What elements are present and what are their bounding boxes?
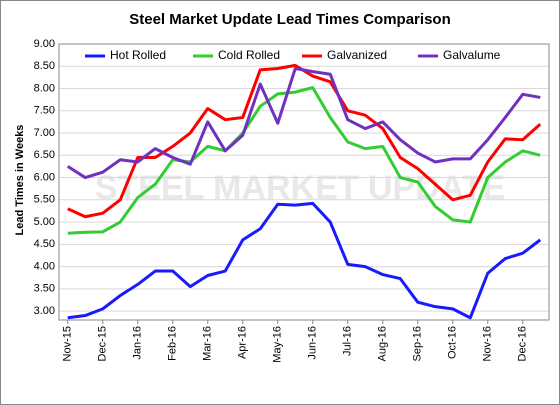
y-tick-label: 4.00 [34,260,55,272]
x-tick-label: Feb-16 [167,326,179,361]
plot-border [58,43,550,321]
x-tick-label: Mar-16 [202,326,214,361]
y-tick-label: 5.50 [34,194,55,206]
series-line [67,86,541,235]
y-tick-label: 8.00 [34,82,55,94]
x-tick-label: Oct-16 [447,326,459,359]
x-tick-label: Sep-16 [412,326,424,361]
y-tick-label: 6.50 [34,149,55,161]
x-tick-label: Nov-16 [482,326,494,361]
y-tick-label: 6.00 [34,171,55,183]
legend-label: Cold Rolled [218,48,280,62]
y-tick-label: 5.00 [34,216,55,228]
series-line [67,201,542,320]
x-tick-label: Jan-16 [132,326,144,360]
y-tick-label: 3.50 [34,283,55,295]
x-tick-label: Dec-15 [97,326,109,361]
y-tick-label: 4.50 [34,238,55,250]
x-tick-label: May-16 [272,326,284,363]
x-tick-label: Jun-16 [307,326,319,360]
chart-title: Steel Market Update Lead Times Compariso… [129,11,450,28]
legend-label: Hot Rolled [110,48,166,62]
y-tick-label: 7.00 [34,127,55,139]
x-tick-label: Nov-15 [62,326,74,361]
y-tick-label: 9.00 [34,38,55,50]
x-tick-label: Jul-16 [342,326,354,356]
y-tick-label: 3.00 [34,305,55,317]
y-tick-label: 8.50 [34,60,55,72]
legend-label: Galvalume [443,48,501,62]
x-tick-label: Apr-16 [237,326,249,359]
legend-label: Galvanized [327,48,387,62]
watermark: STEEL MARKET UPDATE [95,169,506,207]
x-tick-label: Dec-16 [517,326,529,361]
series-line [66,66,541,180]
x-tick-label: Aug-16 [377,326,389,361]
y-axis-label: Lead Times in Weeks [14,125,26,236]
y-tick-label: 7.50 [34,105,55,117]
